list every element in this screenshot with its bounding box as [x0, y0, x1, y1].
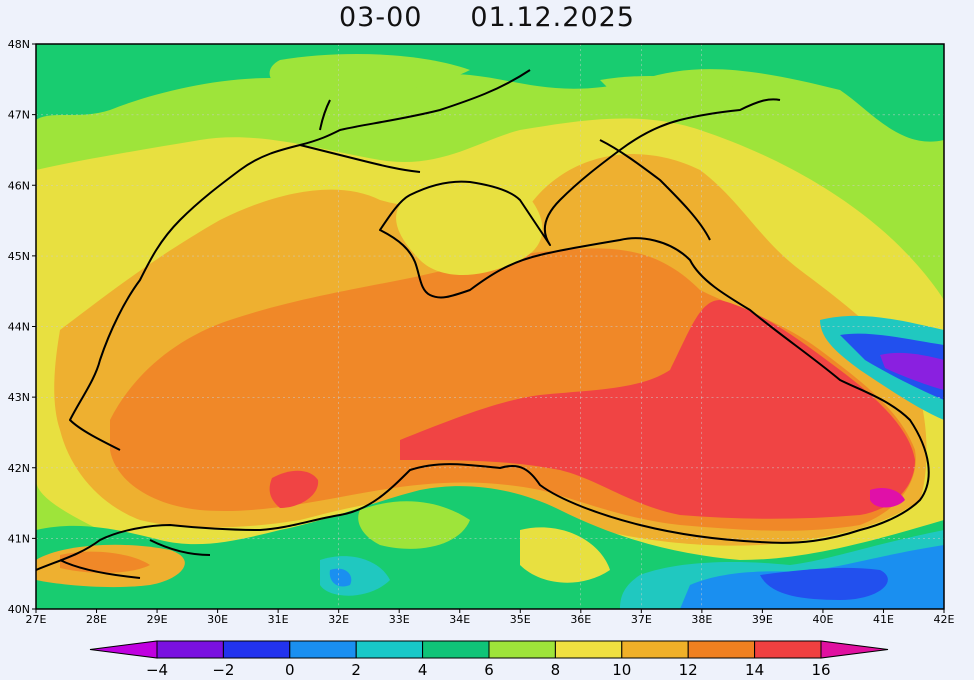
lon-label: 40E — [812, 613, 833, 626]
colorbar-label: 8 — [551, 661, 561, 679]
lon-label: 29E — [147, 613, 168, 626]
colorbar-segment — [422, 640, 490, 659]
colorbar-label: 10 — [612, 661, 631, 679]
longitude-labels: 27E 28E 29E 30E 31E 32E 33E 34E 35E 36E 37E 38E 39E 4… — [26, 609, 955, 626]
colorbar-label: 12 — [679, 661, 698, 679]
lat-label: 42N — [8, 462, 30, 475]
lon-label: 33E — [389, 613, 410, 626]
colorbar-segment — [355, 640, 424, 659]
colorbar-segment — [488, 640, 556, 659]
lat-label: 48N — [8, 38, 30, 51]
colorbar-segment — [754, 640, 822, 659]
colorbar-segment — [621, 640, 689, 659]
lon-label: 30E — [207, 613, 228, 626]
lon-label: 41E — [873, 613, 894, 626]
colorbar-label: 6 — [484, 661, 494, 679]
colorbar-label: 2 — [351, 661, 361, 679]
colorbar-min-arrow — [89, 640, 158, 659]
colorbar-label: 14 — [745, 661, 764, 679]
lon-label: 35E — [510, 613, 531, 626]
lon-label: 28E — [86, 613, 107, 626]
colorbar-max-arrow — [820, 640, 889, 659]
colorbar-segment — [289, 640, 357, 659]
colorbar-label: 0 — [285, 661, 295, 679]
colorbar-label: −4 — [146, 661, 168, 679]
lon-label: 31E — [268, 613, 289, 626]
colorbar-segment — [156, 640, 224, 659]
lon-label: 34E — [449, 613, 470, 626]
lon-label: 37E — [631, 613, 652, 626]
colorbar-label: 16 — [811, 661, 830, 679]
lat-lon-grid — [36, 44, 944, 609]
lat-label: 40N — [8, 603, 30, 616]
lon-label: 42E — [934, 613, 955, 626]
lat-label: 47N — [8, 109, 30, 122]
lon-label: 38E — [691, 613, 712, 626]
latitude-labels: 48N 47N 46N 45N 44N 43N 42N 41N 40N — [8, 38, 36, 616]
title-date: 01.12.2025 — [470, 2, 635, 33]
lon-label: 32E — [328, 613, 349, 626]
colorbar-segment — [554, 640, 623, 659]
colorbar-segment — [687, 640, 756, 659]
colorbar-label: −2 — [212, 661, 234, 679]
lat-label: 46N — [8, 179, 30, 192]
lat-label: 43N — [8, 391, 30, 404]
lon-label: 39E — [752, 613, 773, 626]
lat-label: 45N — [8, 250, 30, 263]
lat-label: 44N — [8, 321, 30, 334]
lat-label: 41N — [8, 532, 30, 545]
coastline — [35, 69, 930, 579]
colorbar-label: 4 — [418, 661, 428, 679]
title-time: 03-00 — [339, 2, 423, 33]
colorbar-segment — [222, 640, 291, 659]
map-title: 03-00 01.12.2025 — [0, 2, 974, 33]
lon-label: 36E — [570, 613, 591, 626]
colorbar: −4 −2 0 2 4 6 8 10 12 14 16 — [89, 640, 889, 679]
lon-label: 27E — [26, 613, 47, 626]
